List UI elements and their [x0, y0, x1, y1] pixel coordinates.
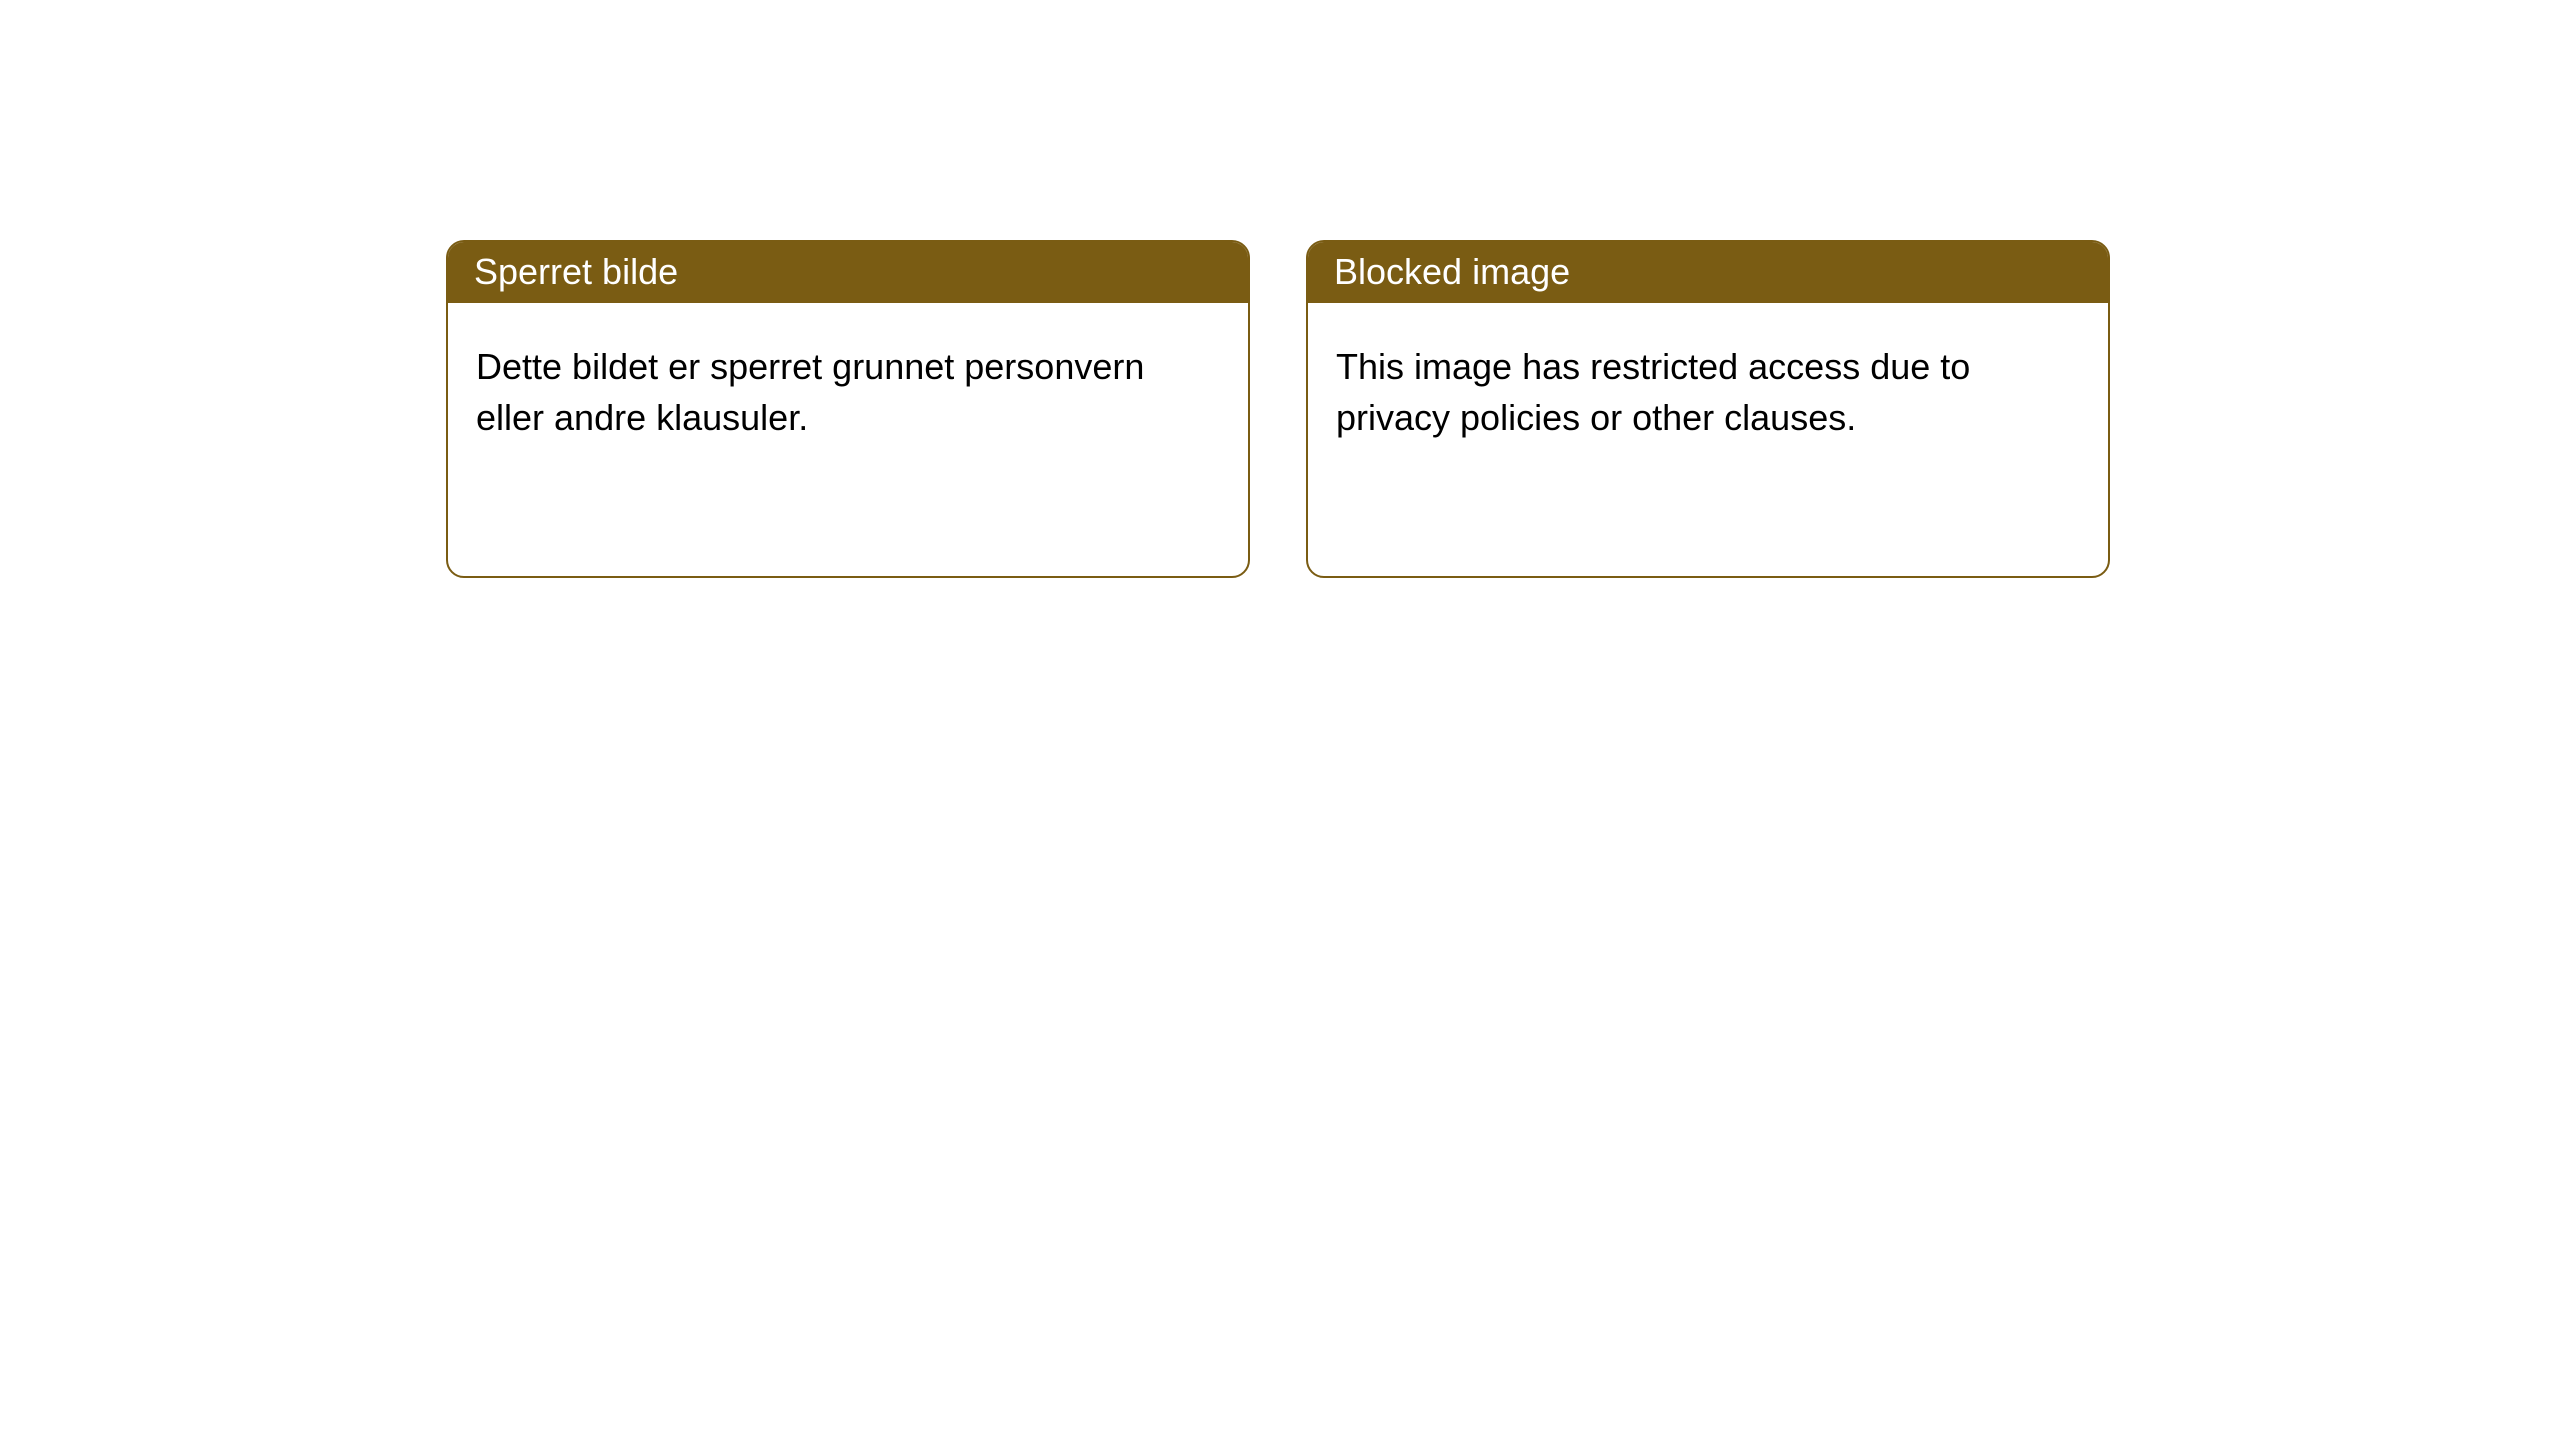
blocked-card-en: Blocked image This image has restricted … [1306, 240, 2110, 578]
blocked-card-en-title: Blocked image [1308, 242, 2108, 303]
blocked-card-no-title: Sperret bilde [448, 242, 1248, 303]
notice-cards-container: Sperret bilde Dette bildet er sperret gr… [0, 0, 2560, 578]
blocked-card-no: Sperret bilde Dette bildet er sperret gr… [446, 240, 1250, 578]
blocked-card-no-body: Dette bildet er sperret grunnet personve… [448, 303, 1248, 471]
blocked-card-en-body: This image has restricted access due to … [1308, 303, 2108, 471]
